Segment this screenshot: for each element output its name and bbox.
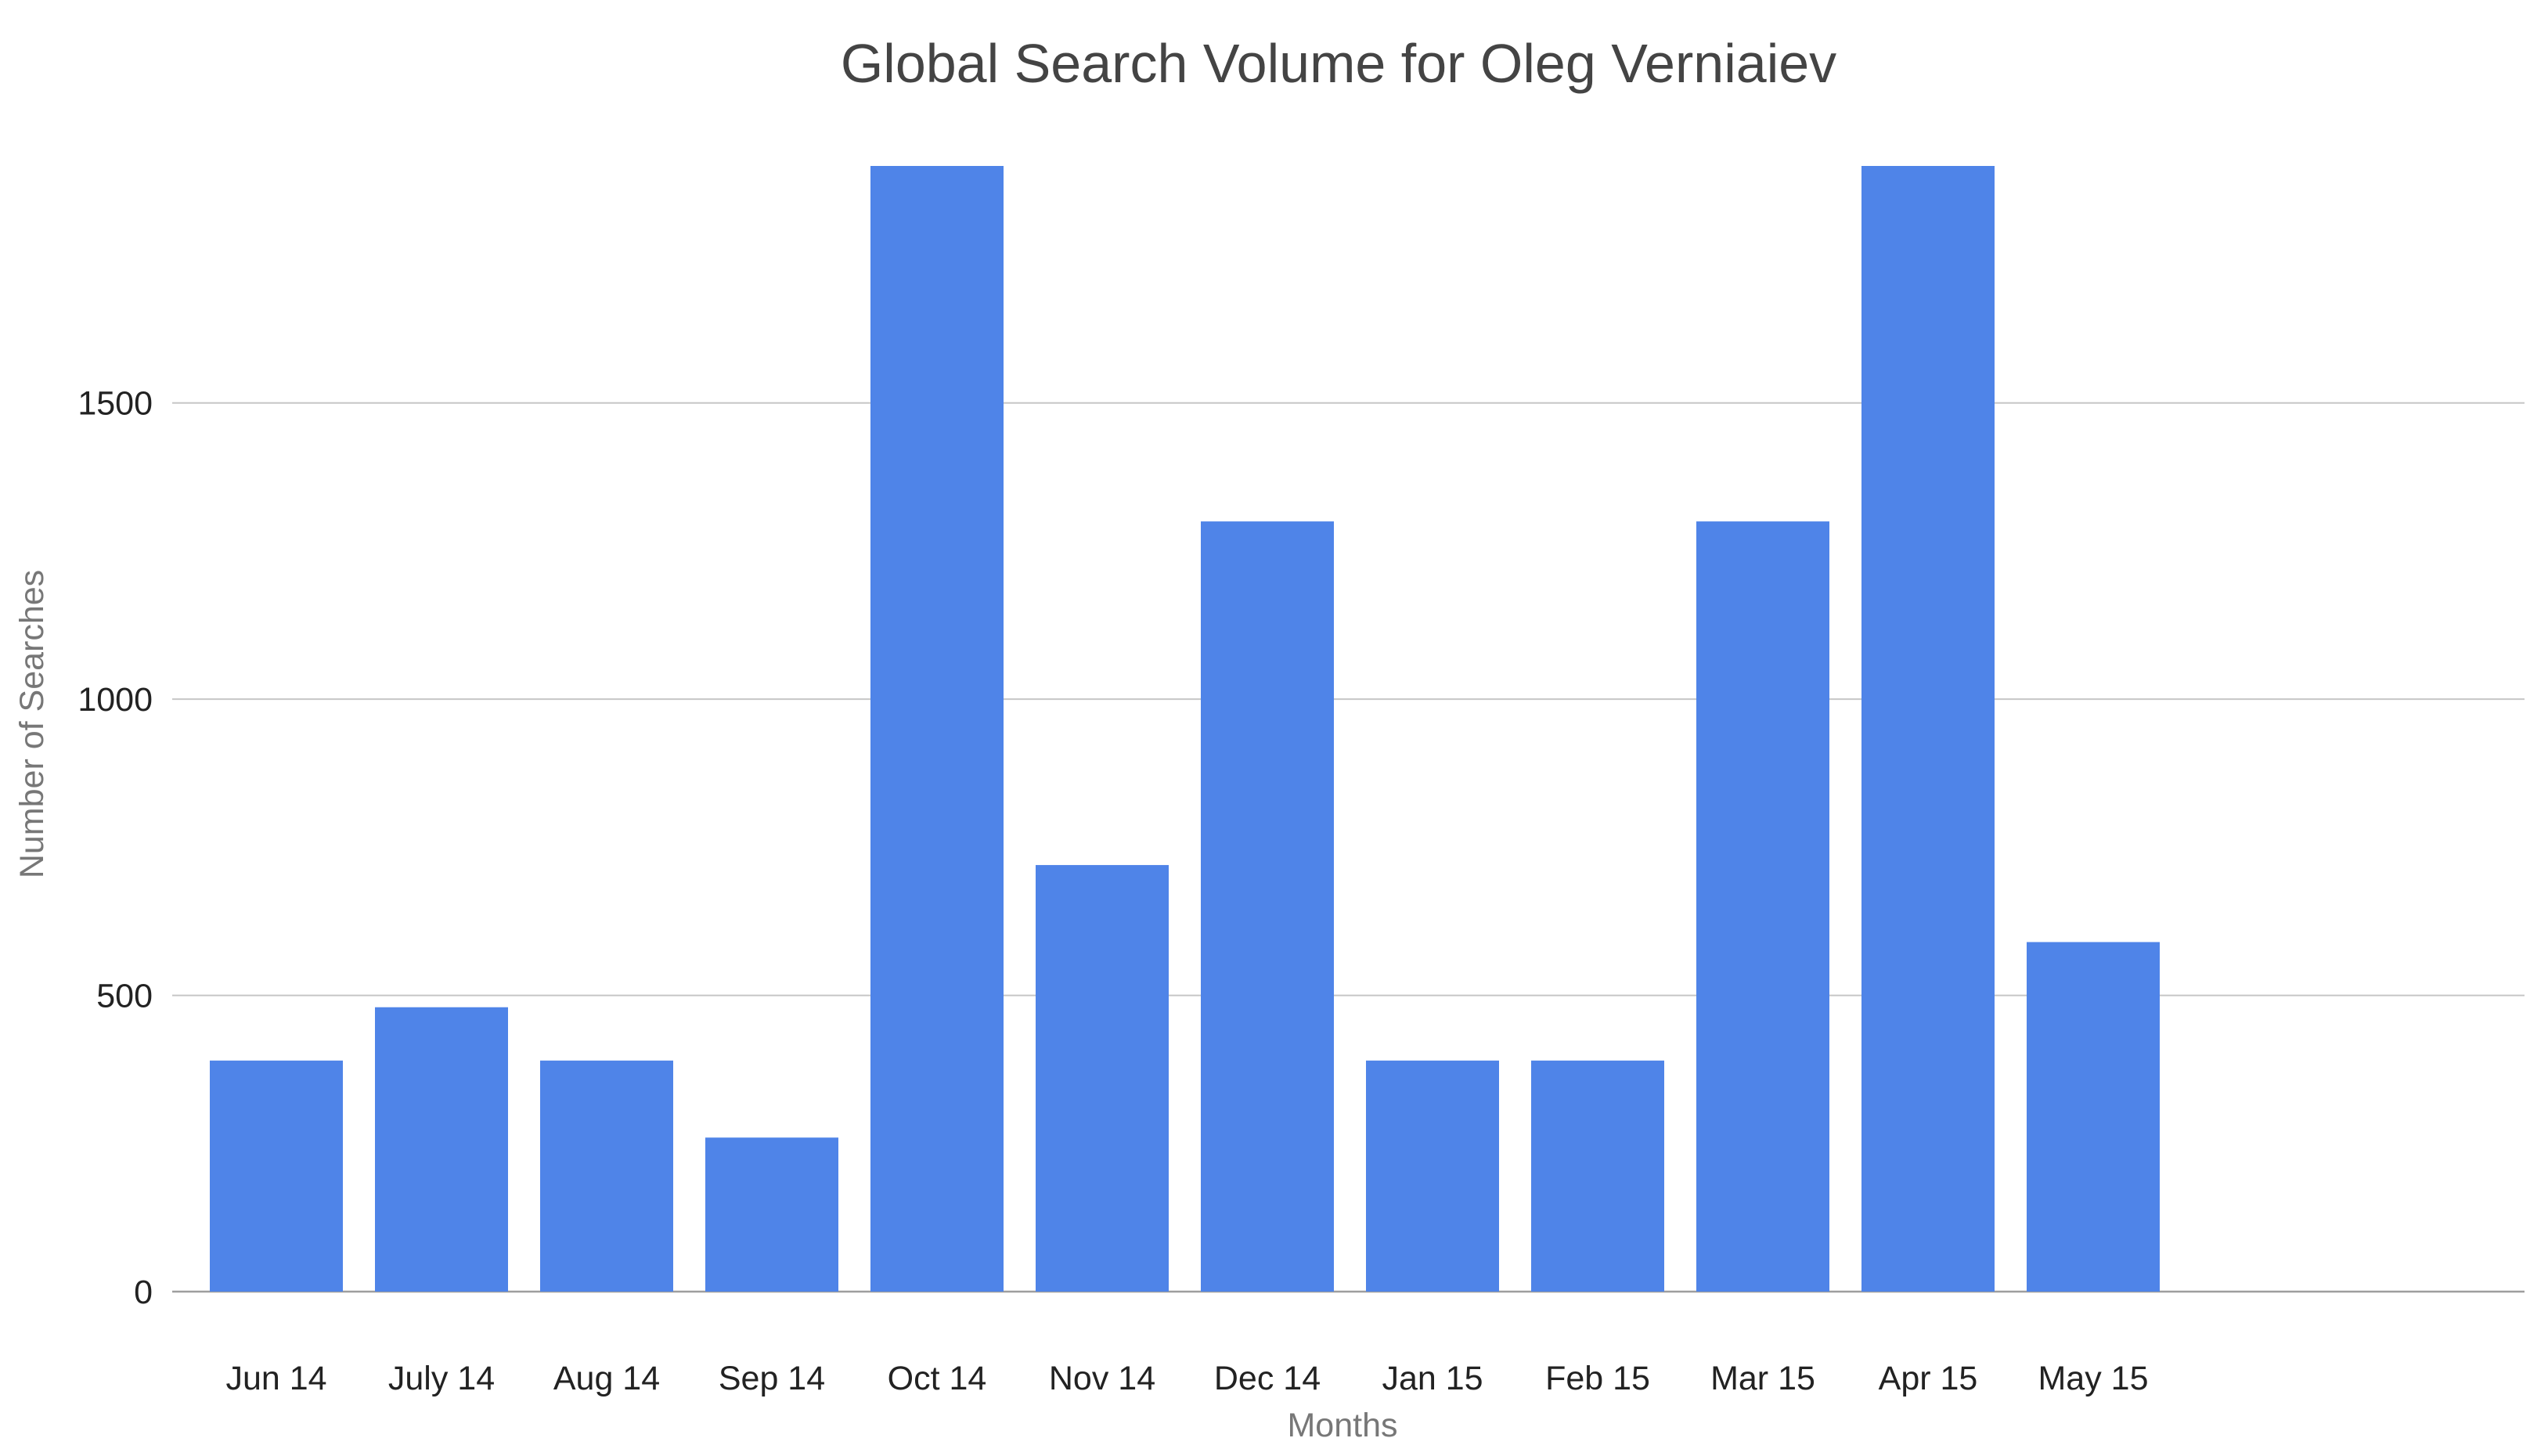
x-tick-label: Jun 14 — [225, 1360, 326, 1397]
x-axis-ticks: Jun 14 July 14 Aug 14 Sep 14 Oct 14 Nov 14 Dec… — [225, 1360, 2148, 1397]
x-axis-title: Months — [1287, 1407, 1397, 1444]
x-tick-label: Nov 14 — [1049, 1360, 1155, 1397]
y-axis-title: Number of Searches — [13, 570, 51, 878]
x-tick-label: Aug 14 — [553, 1360, 660, 1397]
bar — [210, 1060, 343, 1292]
bar — [540, 1060, 673, 1292]
x-tick-label: Mar 15 — [1710, 1360, 1815, 1397]
bar — [1861, 166, 1995, 1292]
bar — [1531, 1060, 1664, 1292]
bar — [375, 1007, 508, 1292]
x-tick-label: Apr 15 — [1879, 1360, 1978, 1397]
y-tick-label: 500 — [96, 978, 153, 1015]
bar — [1201, 521, 1334, 1292]
x-tick-label: Oct 14 — [888, 1360, 987, 1397]
y-tick-label: 0 — [134, 1274, 153, 1311]
bar — [1696, 521, 1829, 1292]
x-tick-label: May 15 — [2038, 1360, 2148, 1397]
y-tick-label: 1500 — [77, 385, 153, 423]
bar — [1036, 865, 1169, 1292]
x-tick-label: Dec 14 — [1214, 1360, 1321, 1397]
bar — [2027, 942, 2160, 1292]
y-axis-ticks: 0 500 1000 1500 — [77, 385, 153, 1311]
chart-title: Global Search Volume for Oleg Verniaiev — [841, 33, 1836, 94]
gridlines — [172, 402, 2525, 1293]
bars — [210, 166, 2160, 1292]
x-tick-label: July 14 — [388, 1360, 495, 1397]
y-tick-label: 1000 — [77, 681, 153, 719]
bar — [705, 1137, 838, 1292]
bar — [870, 166, 1004, 1292]
x-tick-label: Jan 15 — [1382, 1360, 1483, 1397]
x-tick-label: Sep 14 — [719, 1360, 825, 1397]
bar — [1366, 1060, 1499, 1292]
x-tick-label: Feb 15 — [1545, 1360, 1650, 1397]
